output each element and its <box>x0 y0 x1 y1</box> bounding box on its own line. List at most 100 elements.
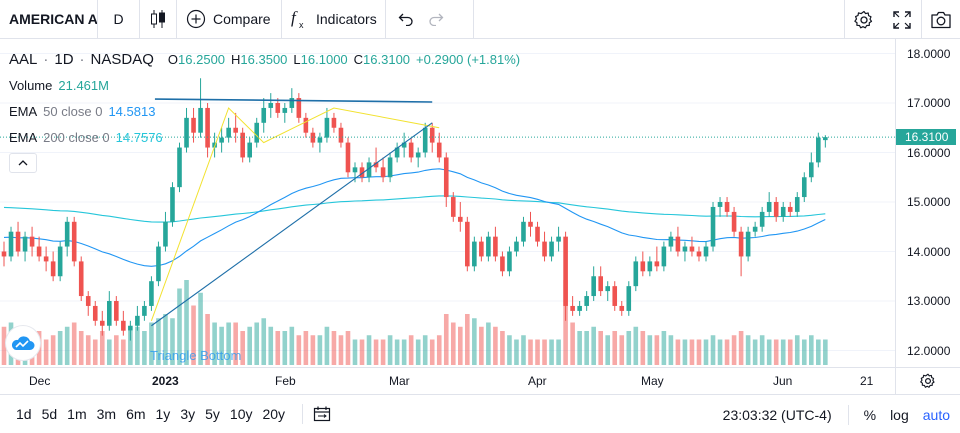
ema50-value: 14.5813 <box>108 103 156 119</box>
candle-body <box>163 221 168 247</box>
candle-body <box>36 246 42 257</box>
triangle-pattern-drawing[interactable] <box>150 98 440 327</box>
legend-volume-row[interactable]: Volume 21.461M <box>9 72 520 98</box>
candle-body <box>450 197 456 217</box>
candle <box>521 216 526 247</box>
candle-body <box>198 107 203 133</box>
candle <box>563 231 568 321</box>
volume-bar <box>156 318 161 365</box>
tradingview-logo[interactable] <box>5 325 41 361</box>
candle <box>275 98 281 118</box>
percent-scale-toggle[interactable]: % <box>863 406 877 423</box>
volume-bar <box>710 335 716 365</box>
auto-scale-toggle[interactable]: auto <box>922 406 950 423</box>
candle-body <box>359 167 365 178</box>
price-axis[interactable]: 12.0000 13.0000 14.0000 15.0000 16.0000 17.00… <box>895 39 960 367</box>
range-button-1m[interactable]: 1m <box>67 406 87 422</box>
settings-button[interactable] <box>845 0 883 39</box>
candle-body <box>184 117 189 148</box>
candle-body <box>324 117 330 138</box>
legend-collapse-button[interactable] <box>9 153 37 173</box>
volume-bar <box>380 339 386 365</box>
candle <box>479 236 484 262</box>
chart-type-button[interactable] <box>140 0 177 39</box>
clock[interactable]: 23:03:32 (UTC-4) <box>722 406 832 423</box>
volume-bar <box>514 339 519 365</box>
volume-bar <box>233 322 238 365</box>
date-range-picker-button[interactable] <box>313 406 331 422</box>
candle-body <box>640 261 646 272</box>
range-button-10y[interactable]: 10y <box>229 406 253 422</box>
candle-body <box>212 142 217 148</box>
candle <box>401 132 407 158</box>
candle <box>443 152 449 207</box>
interval-button[interactable]: D <box>98 0 140 39</box>
volume-bar <box>724 339 730 365</box>
candle <box>507 246 512 277</box>
range-button-3m[interactable]: 3m <box>96 406 117 422</box>
time-axis-label: Feb <box>275 374 296 388</box>
volume-bar <box>429 339 435 365</box>
legend-low-value: 16.1000 <box>300 51 348 67</box>
range-button-1d[interactable]: 1d <box>16 406 32 422</box>
range-button-1y[interactable]: 1y <box>155 406 171 422</box>
candle-body <box>142 305 147 316</box>
candle-body <box>107 301 112 326</box>
price-axis-label: 17.0000 <box>907 96 951 110</box>
legend-ema50-row[interactable]: EMA 50 close 0 14.5813 <box>9 98 520 124</box>
candle <box>450 192 456 222</box>
redo-icon[interactable] <box>428 12 444 26</box>
volume-bar <box>296 335 302 365</box>
range-button-6m[interactable]: 6m <box>126 406 146 422</box>
candle-body <box>823 137 828 141</box>
candle <box>324 107 330 143</box>
candle <box>380 157 386 183</box>
range-button-5y[interactable]: 5y <box>205 406 220 422</box>
legend-main-row: AAL · 1D · NASDAQ O16.2500 H16.3500 L16.… <box>9 46 520 72</box>
axis-settings-button[interactable] <box>895 367 960 394</box>
candle-body <box>766 202 772 212</box>
range-button-20y[interactable]: 20y <box>262 406 286 422</box>
price-chart[interactable] <box>0 39 895 367</box>
volume-bar <box>114 335 119 365</box>
legend-open: O16.2500 <box>168 52 225 67</box>
undo-icon[interactable] <box>398 12 414 26</box>
candle <box>121 310 126 336</box>
volume-bar <box>766 339 772 365</box>
log-scale-toggle[interactable]: log <box>890 406 909 423</box>
legend-ticker[interactable]: AAL <box>9 50 38 68</box>
compare-button[interactable]: Compare <box>177 0 282 39</box>
candles-icon <box>151 10 165 28</box>
candle-body <box>114 301 119 321</box>
volume-bar <box>219 326 224 365</box>
candle <box>366 157 372 183</box>
snapshot-button[interactable] <box>922 0 960 39</box>
candle <box>331 112 337 133</box>
symbol-search[interactable]: AMERICAN A <box>0 0 98 39</box>
range-button-5d[interactable]: 5d <box>41 406 58 422</box>
time-axis[interactable]: Dec 2023 Feb Mar Apr May Jun 21 <box>0 367 895 394</box>
candle <box>142 301 147 321</box>
triangle-resistance-line <box>154 98 433 103</box>
volume-bar <box>507 335 512 365</box>
candle-body <box>605 286 611 292</box>
candle <box>675 226 681 257</box>
candle-body <box>352 167 358 173</box>
indicators-button[interactable]: f x Indicators <box>282 0 386 39</box>
range-button-3y[interactable]: 3y <box>180 406 196 422</box>
volume-bar <box>85 335 91 365</box>
volume-bar <box>324 326 330 365</box>
candle-body <box>626 286 632 311</box>
volume-bar <box>823 339 828 365</box>
candle-body <box>29 236 35 247</box>
candle-body <box>689 246 695 252</box>
candle-body <box>780 206 786 217</box>
candle <box>212 132 217 158</box>
fullscreen-button[interactable] <box>883 0 921 39</box>
candle <box>752 221 758 237</box>
candle-body <box>429 127 435 143</box>
candle <box>710 202 716 252</box>
legend-ema200-row[interactable]: EMA 200 close 0 14.7576 <box>9 124 520 150</box>
volume-bar <box>584 331 589 365</box>
volume-bar <box>331 331 337 365</box>
